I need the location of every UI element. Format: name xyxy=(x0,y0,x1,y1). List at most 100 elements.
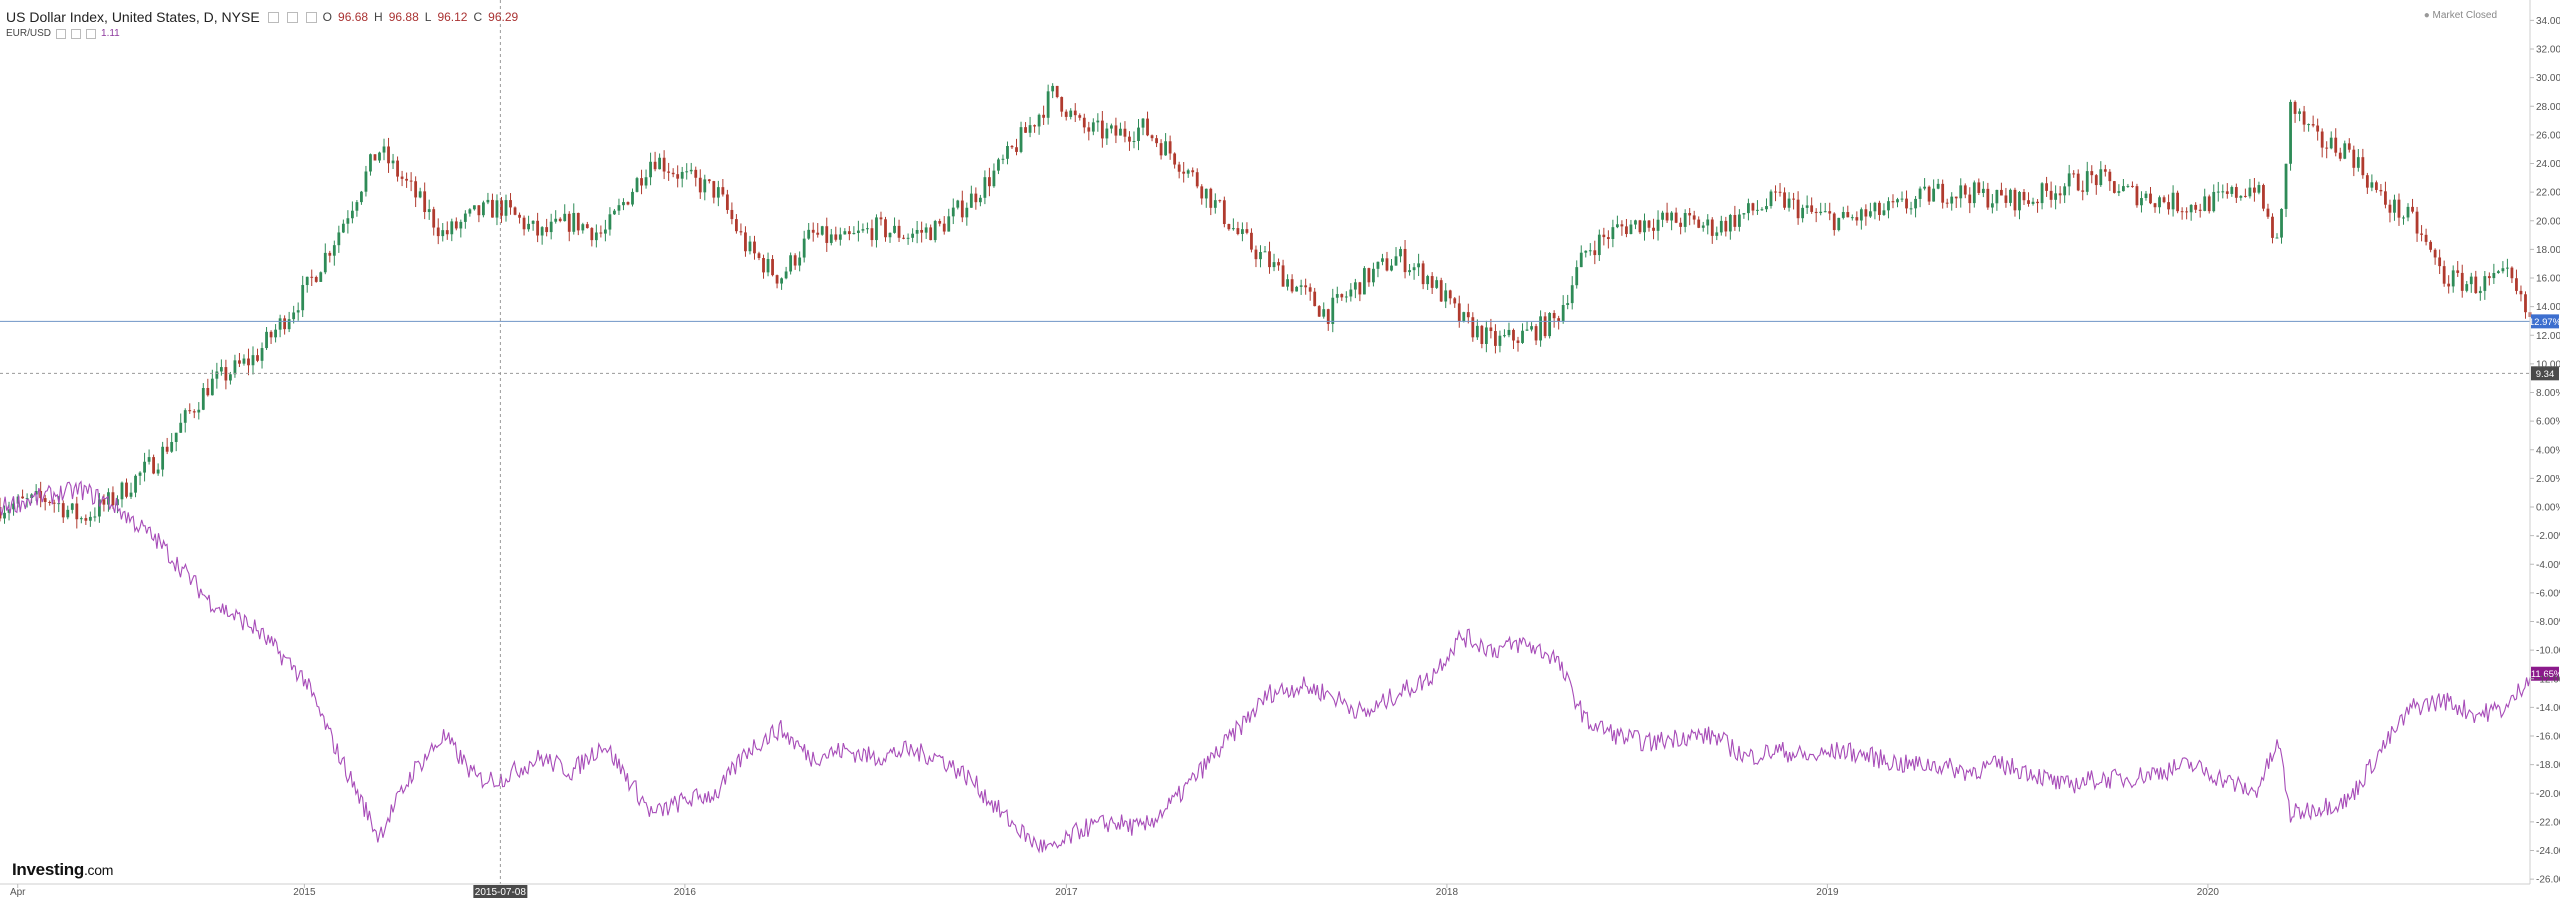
candle-body xyxy=(680,171,684,179)
candle-body xyxy=(1326,309,1330,324)
candle-body xyxy=(1277,262,1280,266)
candle-body xyxy=(1837,217,1841,231)
candle-body xyxy=(1128,136,1131,142)
candle-body xyxy=(134,475,137,493)
candle-body xyxy=(1900,198,1904,200)
candle-body xyxy=(608,214,612,230)
candle-body xyxy=(1756,209,1759,211)
candle-body xyxy=(346,218,350,224)
candle-body xyxy=(93,516,97,518)
candle-body xyxy=(2374,182,2378,190)
candle-body xyxy=(1001,158,1005,160)
legend-dropdown-icon[interactable] xyxy=(267,11,279,23)
legend-close-icon[interactable] xyxy=(305,11,317,23)
open-value: 96.68 xyxy=(338,10,369,24)
candle-body xyxy=(278,318,282,330)
y-tick-label: 16.00% xyxy=(2536,274,2560,285)
candle-body xyxy=(2144,193,2148,199)
candle-body xyxy=(1385,258,1389,271)
y-tick-label: 10.00% xyxy=(2536,359,2560,370)
candle-body xyxy=(445,230,449,235)
candle-body xyxy=(572,212,576,232)
candle-body xyxy=(730,209,734,220)
candle-body xyxy=(396,160,399,177)
candle-body xyxy=(1091,122,1095,132)
candle-body xyxy=(1963,185,1967,195)
candle-body xyxy=(617,205,621,211)
y-tick-label: -24.00% xyxy=(2536,846,2560,857)
legend-settings-icon[interactable] xyxy=(286,11,298,23)
candle-body xyxy=(2302,111,2306,125)
candle-body xyxy=(1213,200,1217,208)
candle-body xyxy=(1701,225,1705,228)
candle-body xyxy=(581,224,585,231)
candle-body xyxy=(2402,217,2405,219)
candle-body xyxy=(61,503,65,518)
candle-body xyxy=(197,409,201,413)
candle-body xyxy=(1390,265,1393,271)
candle-body xyxy=(567,213,571,232)
candle-body xyxy=(1751,203,1755,211)
compare-dropdown-icon[interactable] xyxy=(56,28,67,39)
candle-body xyxy=(1376,261,1380,269)
candle-body xyxy=(2013,189,2017,211)
candle-body xyxy=(685,171,689,173)
candle-body xyxy=(613,210,616,215)
candle-body xyxy=(43,498,47,503)
candle-body xyxy=(1290,279,1294,292)
candle-body xyxy=(2225,191,2229,194)
candle-body xyxy=(1692,215,1696,220)
open-label: O xyxy=(322,10,333,24)
candle-body xyxy=(1918,188,1922,199)
candle-body xyxy=(369,154,372,172)
compare-symbol[interactable]: EUR/USD xyxy=(6,28,52,39)
candle-body xyxy=(1489,327,1493,332)
candle-body xyxy=(2329,137,2333,149)
candle-body xyxy=(1313,291,1317,307)
candle-body xyxy=(1033,125,1036,127)
candle-body xyxy=(771,259,774,276)
compare-legend: EUR/USD 1.11 xyxy=(6,28,120,39)
candle-body xyxy=(1512,329,1515,341)
candle-body xyxy=(875,217,878,241)
candle-body xyxy=(2180,211,2184,213)
candle-body xyxy=(1584,250,1588,253)
candle-body xyxy=(2469,276,2473,285)
candle-body xyxy=(513,207,517,215)
y-tick-label: 20.00% xyxy=(2536,216,2560,227)
candle-body xyxy=(590,228,594,241)
compare-close-icon[interactable] xyxy=(86,28,97,39)
candle-body xyxy=(2506,267,2509,269)
candle-body xyxy=(1570,285,1574,304)
candle-body xyxy=(667,171,671,173)
candle-body xyxy=(997,159,1000,171)
candle-body xyxy=(2131,185,2134,187)
candle-body xyxy=(1647,220,1651,228)
candle-body xyxy=(1457,303,1461,322)
candle-body xyxy=(1037,114,1041,127)
investing-logo[interactable]: Investing.com xyxy=(12,860,113,880)
candle-body xyxy=(450,221,454,235)
candle-body xyxy=(906,237,910,239)
candle-body xyxy=(247,358,250,366)
candle-body xyxy=(1484,327,1488,344)
candle-body xyxy=(1114,125,1118,136)
candle-body xyxy=(1453,298,1457,304)
candle-body xyxy=(2262,185,2265,209)
chart-symbol-title[interactable]: US Dollar Index, United States, D, NYSE xyxy=(6,9,260,25)
compare-visibility-icon[interactable] xyxy=(71,28,82,39)
candle-body xyxy=(929,227,933,241)
candle-body xyxy=(2492,273,2496,279)
y-tick-label: 2.00% xyxy=(2536,474,2560,485)
candle-body xyxy=(1358,282,1362,295)
candle-body xyxy=(1765,206,1768,210)
candle-body xyxy=(1679,222,1683,227)
candle-body xyxy=(1864,209,1868,217)
candle-body xyxy=(1986,188,1990,208)
candle-body xyxy=(2289,101,2292,164)
y-tick-label: 8.00% xyxy=(2536,388,2560,399)
low-label: L xyxy=(424,10,432,24)
candle-body xyxy=(965,207,969,218)
